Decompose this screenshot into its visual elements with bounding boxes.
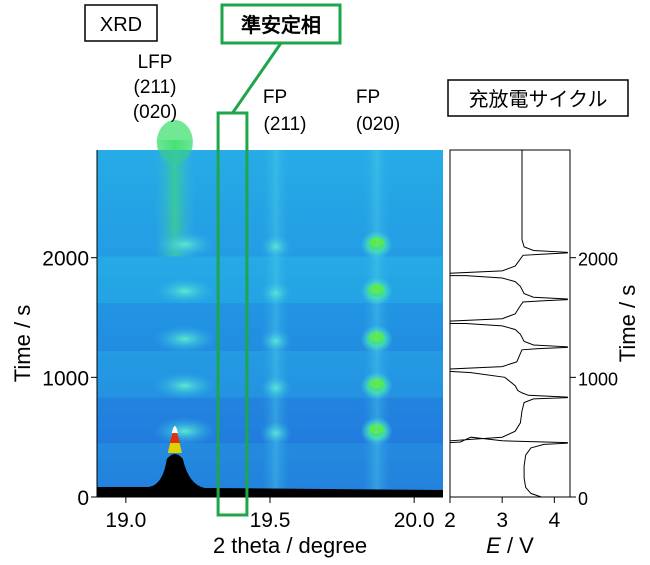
ec-x-tick-label: 2 xyxy=(444,509,456,532)
fp020-peak-streak xyxy=(362,150,391,497)
ec-y-tick-label: 1000 xyxy=(578,369,618,389)
baseline-hump xyxy=(97,454,443,497)
xrd-y-tick-label: 0 xyxy=(77,487,89,510)
metastable-connector xyxy=(231,42,283,114)
xrd-x-tick-label: 19.5 xyxy=(250,509,291,532)
fp-211-hkl: (211) xyxy=(264,114,307,135)
ec-x-tick-label: 3 xyxy=(496,509,508,532)
lfp-segment-peak xyxy=(152,417,217,446)
lfp-hkl-211: (211) xyxy=(134,77,177,98)
xrd-x-tick-label: 20.0 xyxy=(394,509,435,532)
ec-y-axis-label: Time / s xyxy=(615,285,640,362)
lfp-segment-peak xyxy=(152,230,217,259)
metastable-label-box xyxy=(220,3,342,45)
lfp-peak-top-hump xyxy=(156,120,193,164)
ec-x-axis-label: E / V xyxy=(486,533,534,558)
xrd-y-tick-label: 2000 xyxy=(42,248,89,271)
fp211-peak-streak xyxy=(261,150,290,497)
xrd-heatmap-panel: 19.0 19.5 20.0 0 1000 2000 2 theta / degree Tim… xyxy=(10,3,443,558)
voltage-curve xyxy=(449,150,568,498)
fp-020-hkl: (020) xyxy=(356,114,400,135)
fp-211-label: FP xyxy=(263,87,287,108)
ec-y-tick-label: 0 xyxy=(578,489,588,509)
lfp-segment-peak xyxy=(152,325,217,354)
metastable-label: 準安定相 xyxy=(241,13,321,37)
initial-lfp-peak-red xyxy=(169,431,180,443)
xrd-x-tick-label: 19.0 xyxy=(105,509,146,532)
lfp-hkl-020: (020) xyxy=(133,102,177,123)
ec-y-tick-label: 2000 xyxy=(578,250,618,270)
ec-x-tick-label: 4 xyxy=(549,509,561,532)
ec-x-axis-unit: / V xyxy=(501,533,534,558)
xrd-label-box xyxy=(84,4,158,42)
xrd-y-tick-label: 1000 xyxy=(42,367,89,390)
fp-020-label: FP xyxy=(356,87,380,108)
xrd-y-axis-label: Time / s xyxy=(10,305,35,382)
ec-x-axis-symbol: E xyxy=(486,533,501,558)
ec-panel-label: 充放電サイクル xyxy=(469,88,608,111)
initial-lfp-peak-white xyxy=(171,426,178,433)
lfp-segment-peak xyxy=(152,277,217,306)
lfp-segment-peak xyxy=(152,371,217,400)
ec-label-box xyxy=(447,79,629,117)
lfp-label: LFP xyxy=(138,52,173,73)
charge-discharge-panel: 2 3 40 1000 2000 E / V Time / s 充放電サイクル xyxy=(444,79,640,558)
xrd-panel-label: XRD xyxy=(100,14,142,36)
xrd-x-axis-label: 2 theta / degree xyxy=(213,533,367,558)
